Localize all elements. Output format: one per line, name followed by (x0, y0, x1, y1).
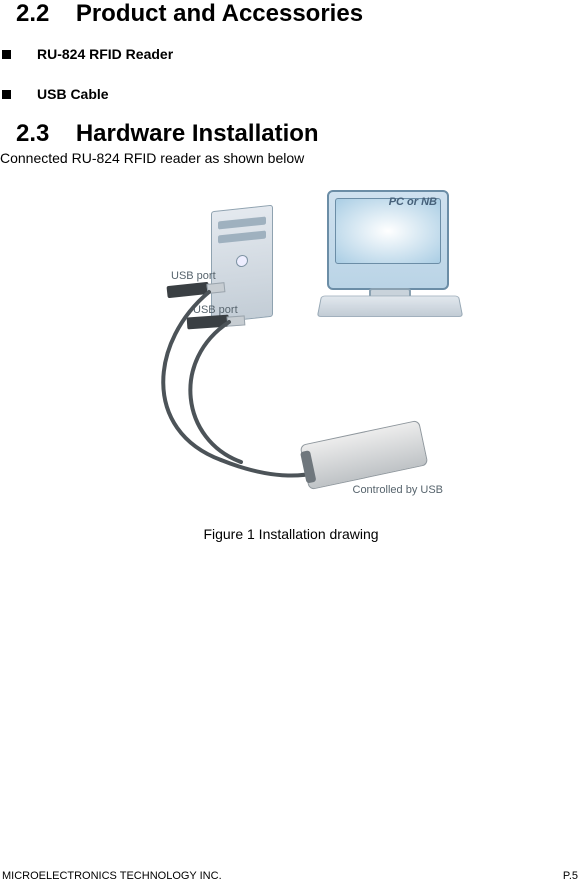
bullet-item-1: RU-824 RFID Reader (0, 46, 582, 62)
bullet-text: USB Cable (37, 86, 109, 102)
section-title: Hardware Installation (76, 120, 319, 147)
footer-company: MICROELECTRONICS TECHNOLOGY INC. (2, 870, 222, 882)
square-bullet-icon (2, 50, 11, 59)
intro-text: Connected RU-824 RFID reader as shown be… (0, 150, 582, 166)
square-bullet-icon (2, 90, 11, 99)
bullet-item-2: USB Cable (0, 86, 582, 102)
installation-diagram: PC or NB USB port USB port Controlled by… (111, 180, 471, 500)
document-page: 2.2 Product and Accessories RU-824 RFID … (0, 0, 582, 892)
device-label: Controlled by USB (353, 484, 444, 496)
page-footer: MICROELECTRONICS TECHNOLOGY INC. P.5 (0, 870, 582, 882)
bullet-text: RU-824 RFID Reader (37, 46, 173, 62)
section-number: 2.3 (16, 120, 49, 147)
section-2-3: 2.3 Hardware Installation (0, 120, 582, 148)
section-title: Product and Accessories (76, 0, 363, 27)
section-2-2: 2.2 Product and Accessories (0, 0, 582, 28)
footer-page-number: P.5 (563, 870, 578, 882)
section-number: 2.2 (16, 0, 49, 27)
figure-caption: Figure 1 Installation drawing (0, 526, 582, 542)
